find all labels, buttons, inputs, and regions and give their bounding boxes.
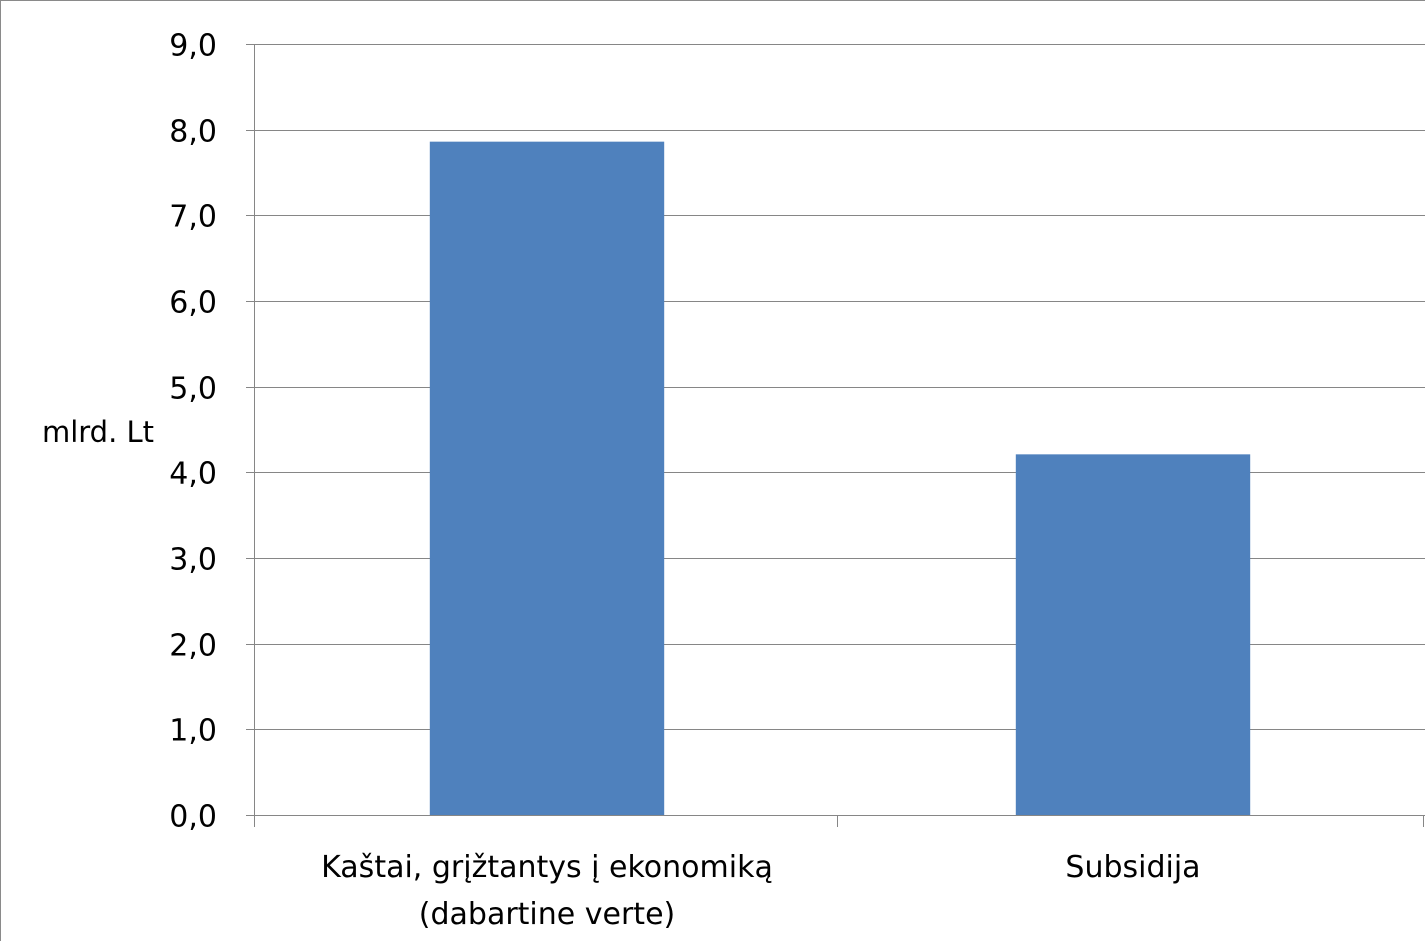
bar <box>429 141 665 815</box>
x-category-label: Kaštai, grįžtantys į ekonomiką <box>321 850 773 885</box>
y-tick-label: 7,0 <box>169 200 217 235</box>
bar <box>1015 454 1251 815</box>
x-category-labels: Kaštai, grįžtantys į ekonomiką (dabartine… <box>321 850 1200 932</box>
y-tick-label: 6,0 <box>169 286 217 321</box>
y-tick-label: 8,0 <box>169 115 217 150</box>
y-tick-label: 4,0 <box>169 457 217 492</box>
x-category-label: Subsidija <box>1065 850 1200 885</box>
y-tick-label: 2,0 <box>169 629 217 664</box>
y-tick-label: 1,0 <box>169 714 217 749</box>
bars <box>429 141 1251 815</box>
y-axis-title: mlrd. Lt <box>42 415 154 449</box>
y-tick-label: 9,0 <box>169 29 217 64</box>
y-tick-label: 5,0 <box>169 372 217 407</box>
y-tick-label: 0,0 <box>169 800 217 835</box>
axes <box>246 44 1425 827</box>
y-tick-label: 3,0 <box>169 543 217 578</box>
x-category-label: (dabartine verte) <box>419 897 675 932</box>
y-tick-labels: 0,0 1,0 2,0 3,0 4,0 5,0 6,0 7,0 8,0 9,0 <box>169 29 217 835</box>
